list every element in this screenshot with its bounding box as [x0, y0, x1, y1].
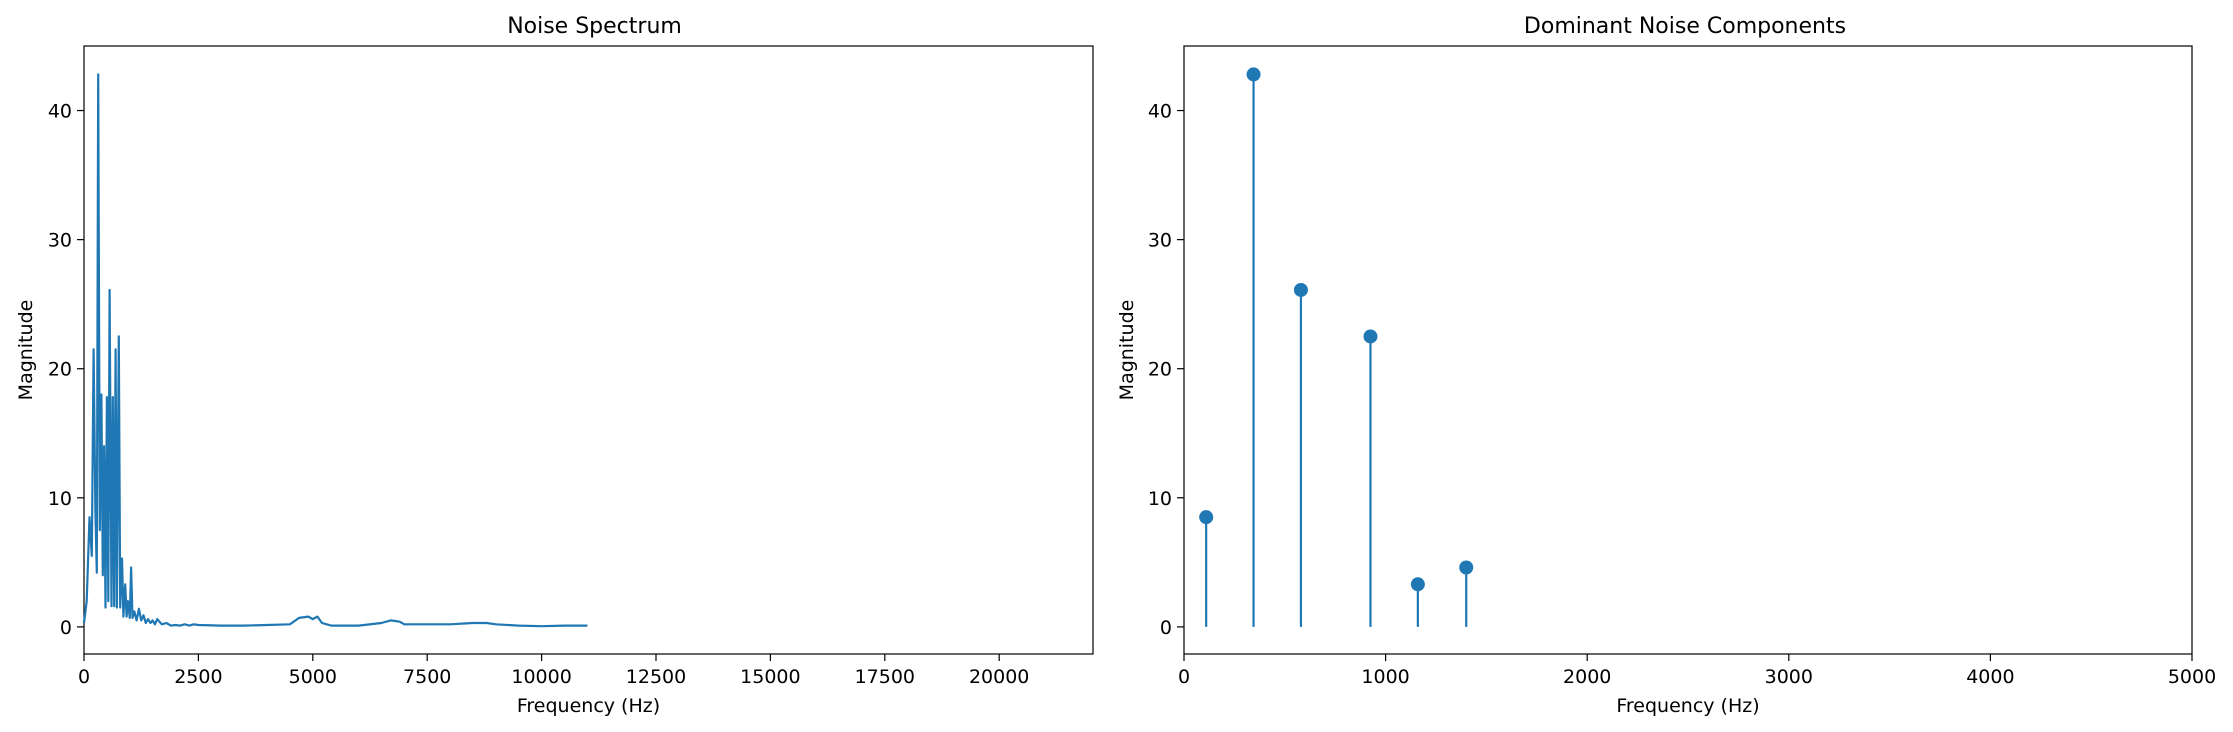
spectrum-line-layer — [82, 73, 588, 628]
y-tick-label: 0 — [60, 617, 72, 639]
stem-marker — [1293, 282, 1308, 297]
y-ticks: 0 10 20 30 40 — [1148, 101, 1184, 639]
x-tick-label: 2500 — [174, 666, 222, 688]
stem-layer — [1199, 67, 1474, 627]
y-tick-label: 40 — [1148, 101, 1172, 123]
y-tick-label: 30 — [1148, 230, 1172, 252]
y-axis-label: Magnitude — [1116, 300, 1138, 401]
stem-marker — [1246, 67, 1261, 82]
x-tick-label: 0 — [78, 666, 90, 688]
stem-marker — [1199, 510, 1214, 525]
x-axis-label: Frequency (Hz) — [517, 695, 660, 717]
stem-marker — [1363, 329, 1378, 344]
y-axis-label: Magnitude — [15, 300, 37, 401]
spectrum-series-line — [82, 73, 588, 628]
x-axis-label: Frequency (Hz) — [1616, 695, 1759, 717]
x-tick-label: 0 — [1178, 666, 1190, 688]
y-tick-label: 10 — [48, 488, 72, 510]
plot-frame — [1183, 45, 2193, 655]
x-tick-label: 4000 — [1966, 666, 2014, 688]
x-tick-label: 3000 — [1765, 666, 1813, 688]
y-tick-label: 20 — [48, 359, 72, 381]
x-tick-label: 15000 — [740, 666, 800, 688]
dominant-components-chart: Dominant Noise Components 0 1000 2000 3000 4… — [1116, 14, 2216, 717]
y-tick-label: 30 — [48, 230, 72, 252]
stem-marker — [1459, 560, 1474, 575]
chart-title: Dominant Noise Components — [1524, 14, 1846, 39]
x-tick-label: 12500 — [626, 666, 686, 688]
x-tick-label: 2000 — [1563, 666, 1611, 688]
x-tick-label: 1000 — [1361, 666, 1409, 688]
stem-marker — [1410, 577, 1425, 592]
x-tick-label: 20000 — [969, 666, 1029, 688]
x-tick-label: 5000 — [289, 666, 337, 688]
noise-spectrum-chart: Noise Spectrum 0 2500 5000 7500 10000 12500 15… — [15, 14, 1094, 717]
y-tick-label: 0 — [1160, 617, 1172, 639]
x-tick-label: 7500 — [403, 666, 451, 688]
x-ticks: 0 1000 2000 3000 4000 5000 — [1178, 654, 2216, 688]
plot-frame — [83, 45, 1094, 655]
y-tick-label: 20 — [1148, 359, 1172, 381]
y-ticks: 0 10 20 30 40 — [48, 101, 84, 639]
y-tick-label: 40 — [48, 101, 72, 123]
x-ticks: 0 2500 5000 7500 10000 12500 15000 17500 20000 — [78, 654, 1029, 688]
y-tick-label: 10 — [1148, 488, 1172, 510]
x-tick-label: 5000 — [2168, 666, 2216, 688]
chart-title: Noise Spectrum — [507, 14, 682, 39]
x-tick-label: 10000 — [511, 666, 571, 688]
x-tick-label: 17500 — [855, 666, 915, 688]
